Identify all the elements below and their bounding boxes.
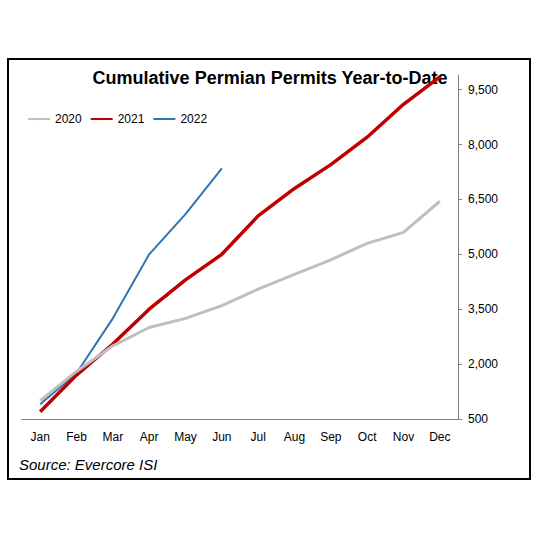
- svg-text:2,000: 2,000: [468, 357, 498, 371]
- svg-text:3,500: 3,500: [468, 302, 498, 316]
- svg-text:Jul: Jul: [250, 430, 265, 444]
- svg-text:Dec: Dec: [429, 430, 450, 444]
- svg-text:Jun: Jun: [212, 430, 231, 444]
- svg-text:2020: 2020: [55, 112, 82, 126]
- svg-text:Apr: Apr: [140, 430, 159, 444]
- svg-text:Mar: Mar: [102, 430, 123, 444]
- svg-text:Sep: Sep: [320, 430, 342, 444]
- svg-text:2022: 2022: [180, 112, 207, 126]
- svg-text:5,000: 5,000: [468, 247, 498, 261]
- svg-text:Oct: Oct: [358, 430, 377, 444]
- svg-text:9,500: 9,500: [468, 83, 498, 97]
- svg-text:2021: 2021: [118, 112, 145, 126]
- svg-text:Cumulative Permian Permits Yea: Cumulative Permian Permits Year-to-Date: [93, 68, 448, 88]
- svg-text:Feb: Feb: [66, 430, 87, 444]
- svg-text:May: May: [174, 430, 197, 444]
- svg-text:6,500: 6,500: [468, 192, 498, 206]
- svg-text:Jan: Jan: [30, 430, 49, 444]
- svg-text:8,000: 8,000: [468, 138, 498, 152]
- svg-text:Nov: Nov: [393, 430, 414, 444]
- svg-text:Source: Evercore ISI: Source: Evercore ISI: [19, 456, 157, 473]
- svg-text:Aug: Aug: [284, 430, 305, 444]
- svg-text:500: 500: [468, 412, 488, 426]
